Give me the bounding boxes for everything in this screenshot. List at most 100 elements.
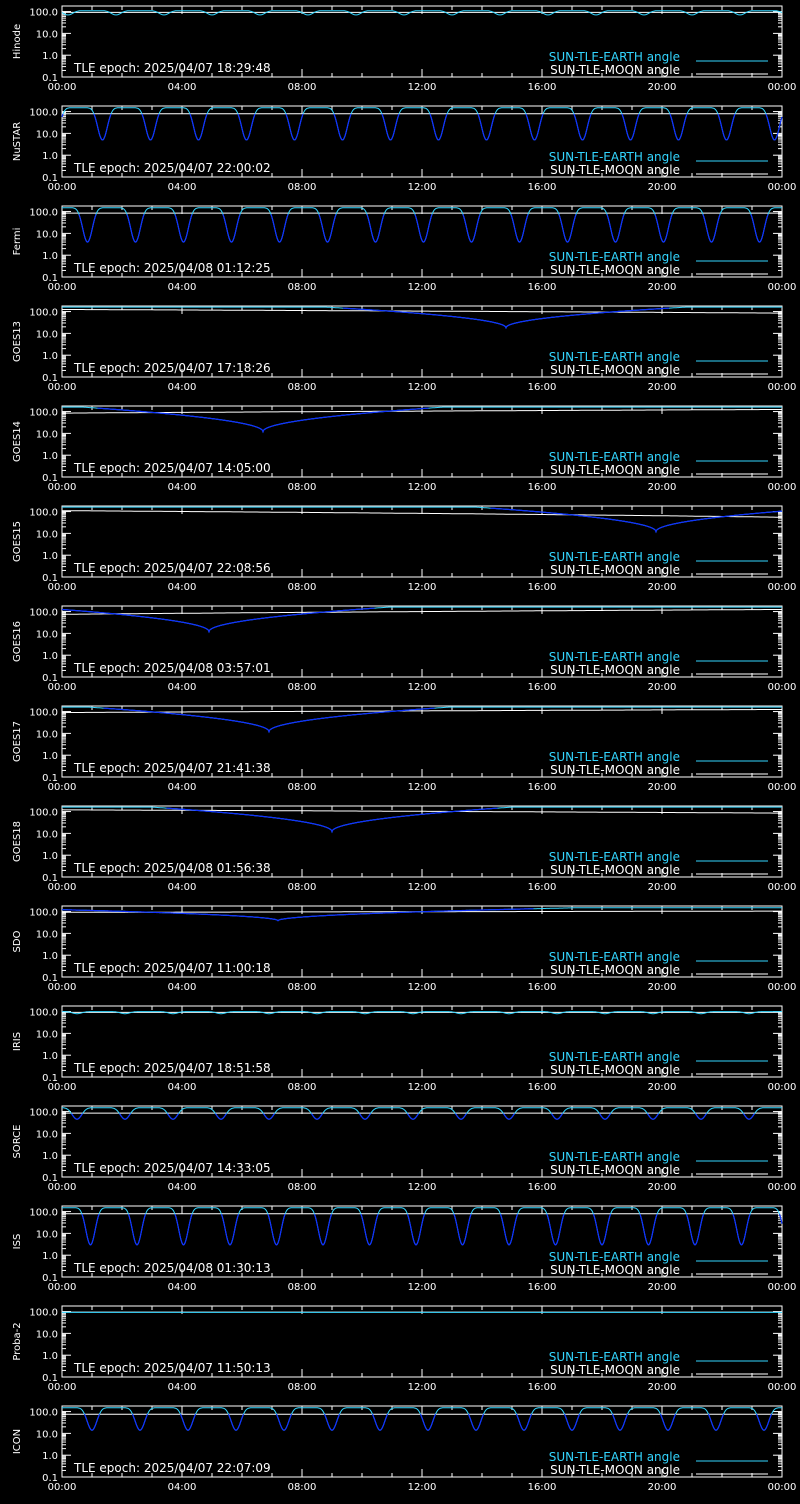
satellite-label: ICON [12, 1429, 23, 1454]
x-tick-label: 20:00 [648, 1082, 677, 1093]
y-tick-label: 0.1 [42, 173, 58, 184]
y-tick-label: 0.1 [42, 773, 58, 784]
x-tick-label: 20:00 [648, 982, 677, 993]
x-tick-label: 16:00 [528, 782, 557, 793]
y-tick-label: 1.0 [42, 851, 58, 862]
earth-angle-shadow-segment [551, 1113, 563, 1120]
tle-epoch-label: TLE epoch: 2025/04/07 11:00:18 [73, 961, 271, 975]
panel-goes18: 100.010.01.00.100:00 04:00 08:00 12:00 16:00… [12, 805, 796, 893]
legend-moon-label: SUN-TLE-MOON angle [550, 463, 680, 477]
x-tick-label: 16:00 [528, 1182, 557, 1193]
x-tick-label: 16:00 [528, 82, 557, 93]
panel-iris: 100.010.01.00.100:00 04:00 08:00 12:00 16:00… [12, 1005, 796, 1093]
x-tick-label: 12:00 [408, 1382, 437, 1393]
y-tick-label: 10.0 [36, 729, 58, 740]
earth-angle-shadow-segment [285, 113, 304, 141]
y-tick-label: 1.0 [42, 1251, 58, 1262]
legend-moon-label: SUN-TLE-MOON angle [550, 363, 680, 377]
y-tick-label: 0.1 [42, 1173, 58, 1184]
earth-angle-shadow-segment [467, 1413, 485, 1431]
panel-goes15: 100.010.01.00.100:00 04:00 08:00 12:00 16:00… [12, 505, 797, 593]
x-tick-label: 12:00 [408, 1182, 437, 1193]
satellite-label: GOES14 [12, 421, 23, 462]
y-tick-label: 10.0 [36, 1129, 58, 1140]
tle-epoch-label: TLE epoch: 2025/04/07 18:51:58 [73, 1061, 271, 1075]
earth-angle-shadow-segment [71, 1113, 83, 1120]
legend-earth-label: SUN-TLE-EARTH angle [549, 1350, 680, 1364]
x-tick-label: 12:00 [408, 682, 437, 693]
earth-angle-shadow-segment [275, 1413, 293, 1431]
y-tick-label: 1.0 [42, 951, 58, 962]
x-tick-label: 08:00 [288, 182, 317, 193]
y-tick-label: 1.0 [42, 1151, 58, 1162]
earth-angle-shadow-segment [407, 1113, 419, 1120]
y-tick-label: 10.0 [36, 229, 58, 240]
x-tick-label: 08:00 [288, 282, 317, 293]
x-tick-label: 00:00 [768, 682, 797, 693]
panel-goes16: 100.010.01.00.100:00 04:00 08:00 12:00 16:00… [12, 605, 797, 693]
earth-angle-shadow-segment [414, 214, 433, 243]
satellite-label: Fermi [12, 228, 23, 256]
satellite-label: NuSTAR [12, 122, 23, 161]
satellite-label: GOES15 [12, 521, 23, 562]
earth-angle-shadow-segment [381, 113, 400, 141]
earth-angle-shadow-segment [755, 1413, 773, 1431]
x-tick-label: 12:00 [408, 1482, 437, 1493]
panel-sorce: 100.010.01.00.100:00 04:00 08:00 12:00 16:00… [12, 1105, 796, 1193]
earth-angle-shadow-segment [97, 407, 429, 434]
earth-angle-shadow-segment [222, 214, 241, 243]
earth-angle-shadow-segment [81, 1214, 100, 1246]
earth-angle-shadow-segment [717, 113, 736, 141]
tle-epoch-label: TLE epoch: 2025/04/08 01:30:13 [73, 1261, 271, 1275]
earth-angle-shadow-segment [639, 1214, 658, 1246]
x-tick-label: 00:00 [48, 1282, 77, 1293]
earth-angle-shadow-segment [707, 1413, 725, 1431]
x-tick-label: 00:00 [768, 582, 797, 593]
x-tick-label: 00:00 [768, 1482, 797, 1493]
earth-angle-shadow-segment [743, 1113, 755, 1120]
y-tick-label: 100.0 [29, 1308, 58, 1319]
earth-angle-line [61, 10, 783, 16]
x-tick-label: 08:00 [288, 1082, 317, 1093]
x-tick-label: 04:00 [168, 682, 197, 693]
x-tick-label: 00:00 [768, 182, 797, 193]
y-tick-label: 10.0 [36, 1229, 58, 1240]
x-tick-label: 16:00 [528, 882, 557, 893]
legend-moon-label: SUN-TLE-MOON angle [550, 63, 680, 77]
earth-angle-shadow-segment [333, 113, 352, 141]
x-tick-label: 16:00 [528, 182, 557, 193]
earth-angle-shadow-segment [83, 1413, 101, 1431]
earth-angle-shadow-segment [220, 1214, 240, 1246]
y-tick-label: 10.0 [36, 629, 58, 640]
legend-earth-label: SUN-TLE-EARTH angle [549, 1250, 680, 1264]
earth-angle-shadow-segment [141, 113, 160, 141]
y-tick-label: 0.1 [42, 1273, 58, 1284]
x-tick-label: 16:00 [528, 1482, 557, 1493]
earth-angle-shadow-segment [453, 1214, 472, 1246]
x-tick-label: 00:00 [48, 982, 77, 993]
x-tick-label: 00:00 [768, 1282, 797, 1293]
x-tick-label: 16:00 [528, 682, 557, 693]
x-tick-label: 20:00 [648, 1182, 677, 1193]
x-tick-label: 08:00 [288, 882, 317, 893]
x-tick-label: 00:00 [768, 282, 797, 293]
earth-angle-shadow-segment [263, 1113, 275, 1120]
x-tick-label: 04:00 [168, 382, 197, 393]
x-tick-label: 12:00 [408, 782, 437, 793]
x-tick-label: 16:00 [528, 1082, 557, 1093]
earth-angle-shadow-segment [366, 214, 385, 243]
x-tick-label: 20:00 [648, 682, 677, 693]
moon-angle-line [62, 709, 782, 714]
x-tick-label: 20:00 [648, 882, 677, 893]
earth-angle-shadow-segment [313, 1214, 333, 1246]
x-tick-label: 00:00 [48, 882, 77, 893]
y-tick-label: 10.0 [36, 1429, 58, 1440]
panel-fermi: 100.010.01.00.100:00 04:00 08:00 12:00 16:00… [12, 205, 797, 293]
x-tick-label: 16:00 [528, 982, 557, 993]
satellite-label: Proba-2 [12, 1322, 23, 1360]
tle-epoch-label: TLE epoch: 2025/04/07 14:33:05 [73, 1161, 271, 1175]
x-tick-label: 00:00 [768, 482, 797, 493]
x-tick-label: 20:00 [648, 1482, 677, 1493]
earth-angle-shadow-segment [62, 908, 534, 922]
earth-angle-shadow-segment [166, 807, 498, 834]
